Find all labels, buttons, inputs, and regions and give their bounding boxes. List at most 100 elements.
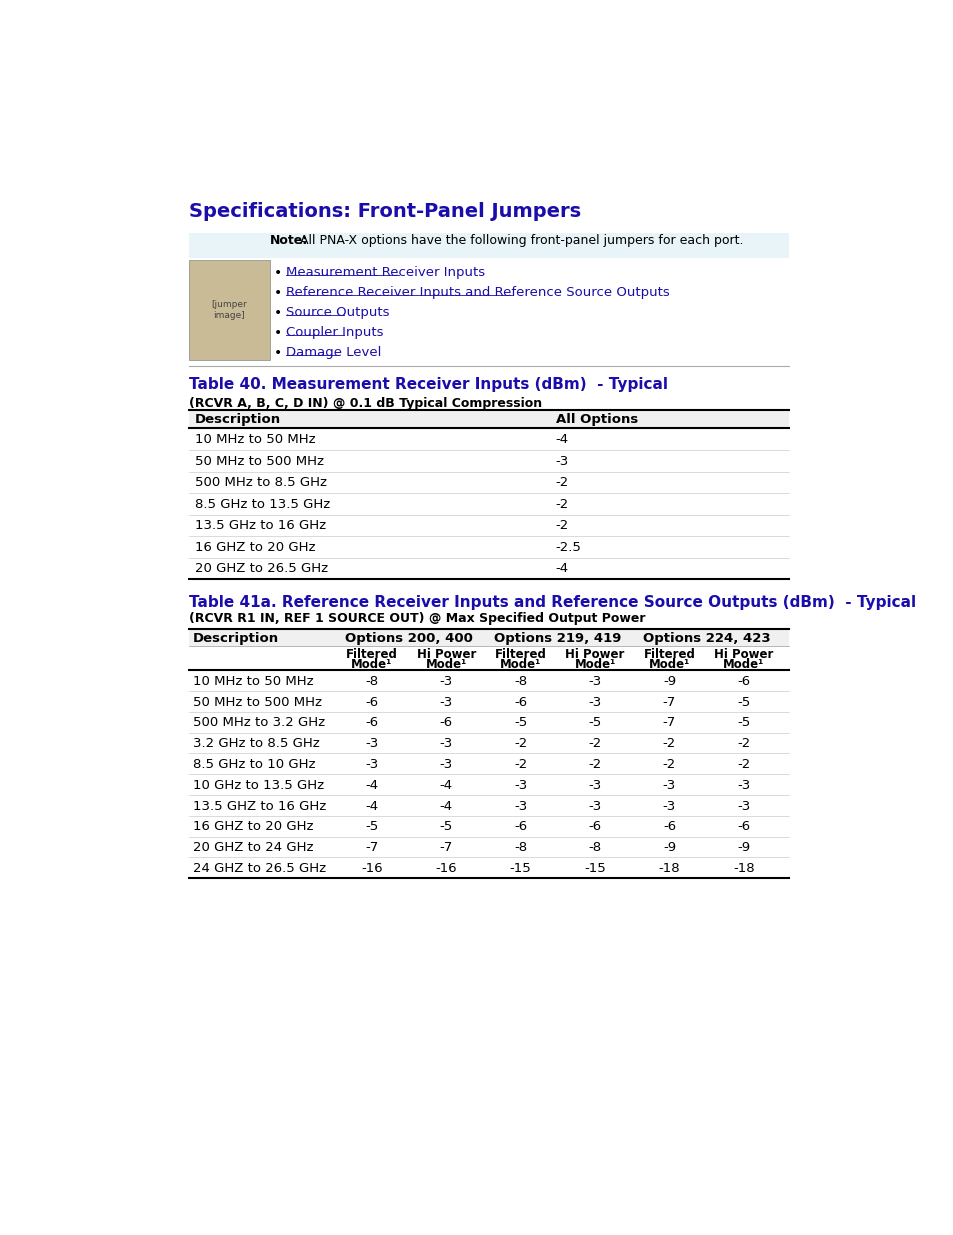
Text: Hi Power: Hi Power [714, 648, 773, 661]
Text: -2: -2 [588, 737, 601, 750]
Text: -4: -4 [555, 562, 568, 576]
Text: -8: -8 [588, 841, 601, 855]
Text: -6: -6 [662, 820, 676, 834]
Text: -2.5: -2.5 [555, 541, 580, 555]
Text: (RCVR A, B, C, D IN) @ 0.1 dB Typical Compression: (RCVR A, B, C, D IN) @ 0.1 dB Typical Co… [189, 396, 541, 410]
Text: Hi Power: Hi Power [416, 648, 476, 661]
Text: Mode¹: Mode¹ [351, 658, 392, 671]
Text: •: • [274, 326, 282, 340]
Text: Options 219, 419: Options 219, 419 [494, 632, 621, 645]
Text: Mode¹: Mode¹ [499, 658, 540, 671]
FancyBboxPatch shape [189, 233, 788, 258]
Text: -6: -6 [737, 674, 750, 688]
Text: Mode¹: Mode¹ [425, 658, 466, 671]
Text: [jumper
image]: [jumper image] [212, 300, 247, 320]
Text: Filtered: Filtered [346, 648, 397, 661]
Text: -3: -3 [737, 799, 750, 813]
Text: -6: -6 [439, 716, 453, 730]
Text: Coupler Inputs: Coupler Inputs [286, 326, 383, 340]
Text: -9: -9 [737, 841, 750, 855]
Text: -18: -18 [658, 862, 679, 874]
Text: -4: -4 [365, 799, 378, 813]
Text: -3: -3 [588, 779, 601, 792]
Text: -3: -3 [439, 758, 453, 771]
Text: -5: -5 [737, 695, 750, 709]
Text: -4: -4 [365, 779, 378, 792]
Text: 8.5 GHz to 10 GHz: 8.5 GHz to 10 GHz [193, 758, 315, 771]
Text: -3: -3 [439, 695, 453, 709]
Text: -8: -8 [514, 841, 527, 855]
Text: 10 MHz to 50 MHz: 10 MHz to 50 MHz [195, 433, 315, 446]
Text: -6: -6 [365, 716, 378, 730]
Text: -6: -6 [737, 820, 750, 834]
Text: Options 200, 400: Options 200, 400 [345, 632, 473, 645]
Text: -3: -3 [514, 779, 527, 792]
Text: -8: -8 [365, 674, 378, 688]
Text: -5: -5 [365, 820, 378, 834]
Text: (RCVR R1 IN, REF 1 SOURCE OUT) @ Max Specified Output Power: (RCVR R1 IN, REF 1 SOURCE OUT) @ Max Spe… [189, 611, 645, 625]
Text: 16 GHZ to 20 GHz: 16 GHZ to 20 GHz [193, 820, 313, 834]
Text: -6: -6 [514, 695, 527, 709]
Text: -2: -2 [514, 758, 527, 771]
Text: 3.2 GHz to 8.5 GHz: 3.2 GHz to 8.5 GHz [193, 737, 319, 750]
Text: 20 GHZ to 26.5 GHz: 20 GHZ to 26.5 GHz [195, 562, 328, 576]
Text: -8: -8 [514, 674, 527, 688]
Text: -3: -3 [514, 799, 527, 813]
Text: -6: -6 [588, 820, 601, 834]
Text: Damage Level: Damage Level [286, 346, 381, 359]
Text: -2: -2 [737, 737, 750, 750]
Text: 50 MHz to 500 MHz: 50 MHz to 500 MHz [193, 695, 321, 709]
Text: Filtered: Filtered [495, 648, 546, 661]
Text: -9: -9 [662, 674, 676, 688]
Text: -18: -18 [732, 862, 754, 874]
FancyBboxPatch shape [189, 629, 788, 646]
Text: 24 GHZ to 26.5 GHz: 24 GHZ to 26.5 GHz [193, 862, 326, 874]
Text: -4: -4 [439, 779, 453, 792]
Text: 500 MHz to 8.5 GHz: 500 MHz to 8.5 GHz [195, 477, 327, 489]
Text: •: • [274, 346, 282, 361]
Text: Reference Receiver Inputs and Reference Source Outputs: Reference Receiver Inputs and Reference … [286, 287, 669, 299]
Text: Note:: Note: [270, 235, 309, 247]
Text: -15: -15 [583, 862, 605, 874]
Text: -2: -2 [662, 758, 676, 771]
Text: -2: -2 [588, 758, 601, 771]
Text: •: • [274, 266, 282, 280]
Text: Options 224, 423: Options 224, 423 [642, 632, 770, 645]
Text: -4: -4 [555, 433, 568, 446]
Text: 13.5 GHZ to 16 GHz: 13.5 GHZ to 16 GHz [193, 799, 326, 813]
Text: -3: -3 [365, 737, 378, 750]
Text: -16: -16 [360, 862, 382, 874]
Text: -7: -7 [662, 716, 676, 730]
Text: -7: -7 [439, 841, 453, 855]
Text: -6: -6 [365, 695, 378, 709]
Text: All PNA-X options have the following front-panel jumpers for each port.: All PNA-X options have the following fro… [299, 235, 742, 247]
Text: -2: -2 [737, 758, 750, 771]
Text: 13.5 GHz to 16 GHz: 13.5 GHz to 16 GHz [195, 520, 326, 532]
Text: 20 GHZ to 24 GHz: 20 GHZ to 24 GHz [193, 841, 313, 855]
Text: Hi Power: Hi Power [565, 648, 624, 661]
Text: Table 41a. Reference Receiver Inputs and Reference Source Outputs (dBm)  - Typic: Table 41a. Reference Receiver Inputs and… [189, 595, 915, 610]
Text: -3: -3 [439, 674, 453, 688]
Text: Filtered: Filtered [643, 648, 695, 661]
Text: Description: Description [195, 412, 281, 426]
Text: -3: -3 [662, 799, 676, 813]
Text: 50 MHz to 500 MHz: 50 MHz to 500 MHz [195, 454, 324, 468]
FancyBboxPatch shape [189, 259, 270, 359]
Text: -2: -2 [555, 498, 568, 511]
Text: 10 GHz to 13.5 GHz: 10 GHz to 13.5 GHz [193, 779, 324, 792]
Text: Mode¹: Mode¹ [574, 658, 615, 671]
Text: Mode¹: Mode¹ [722, 658, 763, 671]
Text: All Options: All Options [555, 412, 638, 426]
Text: Table 40. Measurement Receiver Inputs (dBm)  - Typical: Table 40. Measurement Receiver Inputs (d… [189, 377, 667, 391]
Text: •: • [274, 306, 282, 320]
Text: -5: -5 [588, 716, 601, 730]
Text: Source Outputs: Source Outputs [286, 306, 389, 319]
Text: -7: -7 [662, 695, 676, 709]
Text: Measurement Receiver Inputs: Measurement Receiver Inputs [286, 266, 484, 279]
Text: -3: -3 [588, 799, 601, 813]
Text: Specifications: Front-Panel Jumpers: Specifications: Front-Panel Jumpers [189, 203, 580, 221]
Text: -3: -3 [588, 674, 601, 688]
Text: -3: -3 [588, 695, 601, 709]
Text: -2: -2 [555, 477, 568, 489]
Text: -4: -4 [439, 799, 453, 813]
